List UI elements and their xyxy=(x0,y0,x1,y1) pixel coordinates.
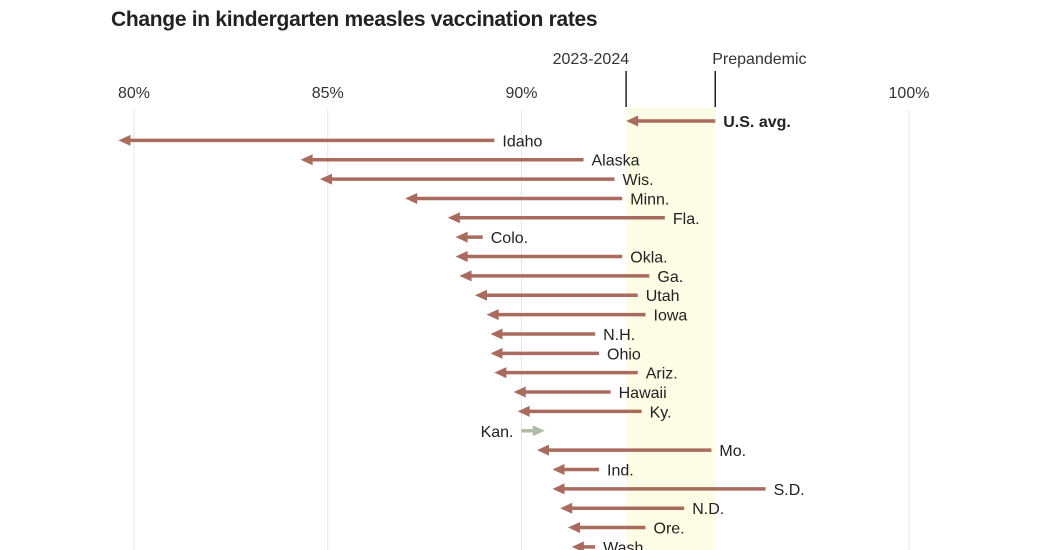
us-average-band xyxy=(626,108,716,550)
arrow-head xyxy=(513,386,526,398)
row-label: Ga. xyxy=(657,269,683,286)
arrow-head xyxy=(552,463,565,475)
row-label: Fla. xyxy=(673,211,700,228)
row-label: Minn. xyxy=(630,191,669,208)
x-tick-label: 85% xyxy=(312,85,344,102)
x-tick-label: 100% xyxy=(889,85,930,102)
arrow-head xyxy=(494,367,507,379)
arrow-head xyxy=(455,251,468,263)
row-label: Kan. xyxy=(481,424,514,441)
row-label: Wis. xyxy=(623,172,654,189)
row-label: Colo. xyxy=(491,230,528,247)
row-label: Idaho xyxy=(502,133,542,150)
arrow-head xyxy=(571,541,584,550)
arrow-head xyxy=(486,309,499,321)
arrow-head xyxy=(405,192,418,204)
arrow-head xyxy=(300,154,313,166)
arrow-head xyxy=(517,405,530,417)
arrow-head xyxy=(475,289,487,301)
row-label: Ore. xyxy=(654,521,685,538)
arrow-head xyxy=(568,522,580,534)
row-label: Hawaii xyxy=(619,385,667,402)
prepandemic-reference-label: Prepandemic xyxy=(712,51,806,68)
row-label: Ariz. xyxy=(646,366,678,383)
row-label: U.S. avg. xyxy=(723,114,791,131)
arrow-head xyxy=(320,173,332,185)
arrow-head xyxy=(552,483,565,495)
arrow-head xyxy=(455,231,468,243)
row-label: Ohio xyxy=(607,346,641,363)
arrow-head xyxy=(560,502,573,514)
arrow-head xyxy=(537,444,549,456)
arrow-head xyxy=(626,115,639,127)
current-reference-label: 2023-2024 xyxy=(553,51,630,68)
row-label: Wash. xyxy=(603,540,648,550)
row-label: Ind. xyxy=(607,462,634,479)
row-label: N.D. xyxy=(692,501,724,518)
arrow-head xyxy=(490,347,503,359)
row-label: Ky. xyxy=(650,404,672,421)
arrow-head xyxy=(447,212,460,224)
arrow-head xyxy=(490,328,503,340)
row-label: S.D. xyxy=(774,482,805,499)
row-label: Alaska xyxy=(592,153,640,170)
row-label: Utah xyxy=(646,288,680,305)
x-tick-label: 90% xyxy=(505,85,537,102)
arrow-head xyxy=(532,425,545,437)
x-tick-label: 80% xyxy=(118,85,150,102)
row-label: Mo. xyxy=(719,443,746,460)
arrow-head xyxy=(118,134,131,146)
row-label: Iowa xyxy=(654,308,688,325)
chart-title: Change in kindergarten measles vaccinati… xyxy=(111,8,598,31)
row-label: Okla. xyxy=(630,250,667,267)
row-label: N.H. xyxy=(603,327,635,344)
arrow-head xyxy=(459,270,472,282)
